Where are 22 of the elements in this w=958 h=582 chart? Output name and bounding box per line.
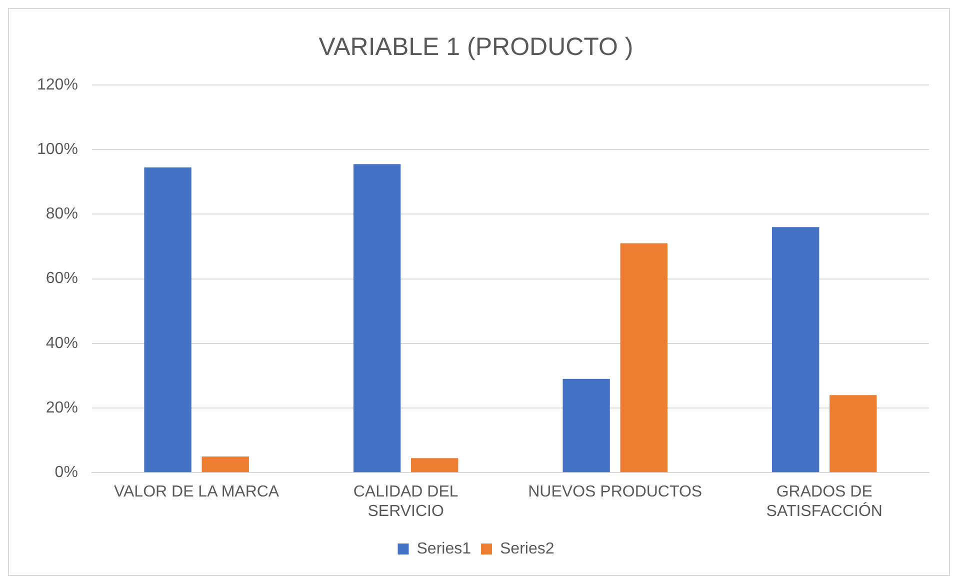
y-tick-label: 40% <box>46 334 78 352</box>
bar <box>144 167 192 472</box>
y-tick-label: 0% <box>54 464 78 482</box>
y-tick-label: 100% <box>37 141 78 158</box>
bar <box>772 227 820 472</box>
x-tick-label: GRADOS DE SATISFACCIÓN <box>766 484 882 520</box>
x-tick-label: NUEVOS PRODUCTOS <box>528 484 702 501</box>
bar <box>562 378 610 472</box>
bar <box>830 395 877 472</box>
bar <box>202 456 249 472</box>
x-tick-label: CALIDAD DEL SERVICIO <box>353 484 458 520</box>
y-tick-label: 80% <box>46 206 78 223</box>
y-tick-label: 60% <box>46 270 78 288</box>
legend-label: Series2 <box>500 540 554 558</box>
y-tick-label: 20% <box>46 399 78 416</box>
bar <box>411 458 458 472</box>
x-tick-label: VALOR DE LA MARCA <box>114 484 280 501</box>
bar <box>353 164 401 472</box>
legend-label: Series1 <box>416 540 472 558</box>
chart-title: VARIABLE 1 (PRODUCTO ) <box>318 32 634 61</box>
y-tick-label: 120% <box>37 76 78 94</box>
bar <box>620 243 668 472</box>
